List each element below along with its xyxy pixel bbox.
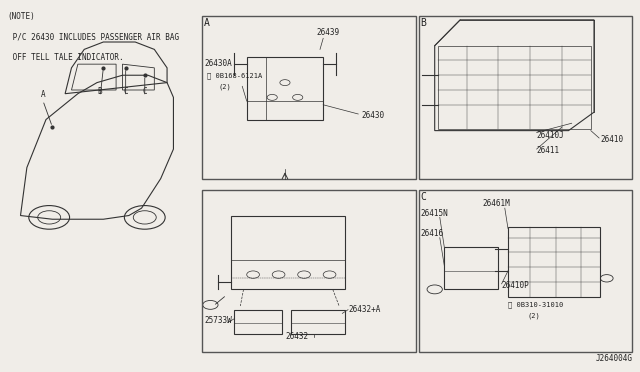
Text: B: B [98,87,102,96]
Text: 26432: 26432 [285,332,308,341]
Text: J264004G: J264004G [595,354,632,363]
Bar [246,57,323,119]
Text: (2): (2) [218,83,231,90]
Text: A: A [204,18,210,28]
Text: C: C [124,87,128,96]
Text: 26439: 26439 [317,28,340,36]
Bar [234,310,282,334]
Text: ⑥ 0B310-31010: ⑥ 0B310-31010 [508,301,563,308]
Text: 26416: 26416 [420,229,444,238]
Text: 26410P: 26410P [502,280,529,289]
Text: OFF TELL TALE INDICATOR.: OFF TELL TALE INDICATOR. [8,53,124,62]
Text: 26410: 26410 [600,135,623,144]
Text: 26461M: 26461M [483,199,510,208]
Text: (2): (2) [527,312,540,318]
Bar [231,215,346,289]
Bar [291,310,346,334]
Text: 26415N: 26415N [420,209,449,218]
Text: 25733W: 25733W [204,315,232,325]
Text: 26430: 26430 [362,111,385,120]
Text: P/C 26430 INCLUDES PASSENGER AIR BAG: P/C 26430 INCLUDES PASSENGER AIR BAG [8,33,179,42]
Text: C: C [143,87,147,96]
Text: ① 0B168-6121A: ① 0B168-6121A [207,72,262,79]
Text: C: C [420,192,426,202]
Text: 26410J: 26410J [537,131,564,140]
Bar [202,16,415,179]
Text: (NOTE): (NOTE) [8,13,35,22]
Bar [444,247,499,289]
Bar [419,190,632,352]
Bar [438,46,591,129]
Bar [508,227,600,297]
Text: 26432+A: 26432+A [349,305,381,314]
Text: 26411: 26411 [537,146,560,155]
Text: 26430A: 26430A [204,59,232,68]
Bar [419,16,632,179]
Text: A: A [40,90,45,99]
Bar [202,190,415,352]
Text: B: B [420,18,426,28]
